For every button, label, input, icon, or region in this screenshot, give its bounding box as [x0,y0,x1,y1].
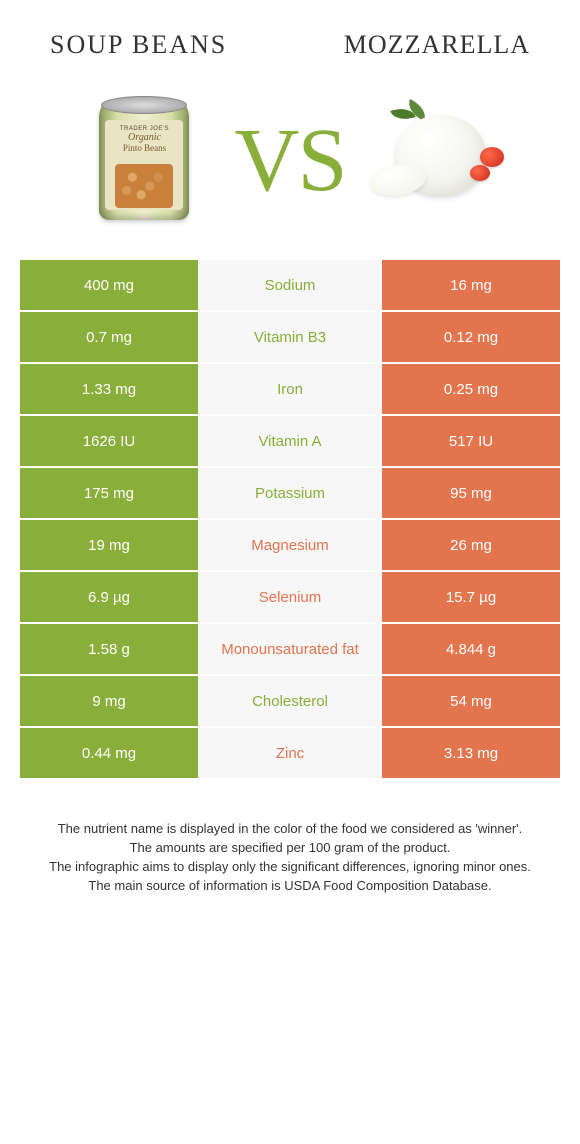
left-value-cell: 0.44 mg [20,728,198,778]
nutrient-name-cell: Potassium [198,468,382,518]
right-value-cell: 0.12 mg [382,312,560,362]
left-value-cell: 6.9 µg [20,572,198,622]
nutrient-name-cell: Cholesterol [198,676,382,726]
table-row: 0.7 mgVitamin B30.12 mg [20,312,560,364]
nutrient-name-cell: Magnesium [198,520,382,570]
table-row: 6.9 µgSelenium15.7 µg [20,572,560,624]
footnote-line: The amounts are specified per 100 gram o… [40,839,540,858]
can-line3: Pinto Beans [105,143,183,153]
nutrient-name-cell: Sodium [198,260,382,310]
left-value-cell: 175 mg [20,468,198,518]
nutrient-name-cell: Zinc [198,728,382,778]
right-food-image [366,90,506,230]
table-row: 400 mgSodium16 mg [20,260,560,312]
left-value-cell: 1.58 g [20,624,198,674]
table-row: 0.44 mgZinc3.13 mg [20,728,560,780]
nutrient-name-cell: Iron [198,364,382,414]
images-row: TRADER JOE'S Organic Pinto Beans VS [0,80,580,260]
vs-label: VS [234,109,345,212]
can-line2: Organic [105,132,183,143]
nutrient-name-cell: Selenium [198,572,382,622]
footnote: The nutrient name is displayed in the co… [40,820,540,895]
nutrient-name-cell: Vitamin B3 [198,312,382,362]
footnote-line: The main source of information is USDA F… [40,877,540,896]
table-row: 9 mgCholesterol54 mg [20,676,560,728]
table-row: 19 mgMagnesium26 mg [20,520,560,572]
right-value-cell: 95 mg [382,468,560,518]
footnote-line: The nutrient name is displayed in the co… [40,820,540,839]
footnote-line: The infographic aims to display only the… [40,858,540,877]
beans-can-icon: TRADER JOE'S Organic Pinto Beans [99,100,189,220]
left-value-cell: 9 mg [20,676,198,726]
nutrient-name-cell: Vitamin A [198,416,382,466]
left-value-cell: 1.33 mg [20,364,198,414]
table-row: 1.33 mgIron0.25 mg [20,364,560,416]
right-value-cell: 4.844 g [382,624,560,674]
table-row: 175 mgPotassium95 mg [20,468,560,520]
left-value-cell: 1626 IU [20,416,198,466]
left-food-title: Soup Beans [50,30,227,60]
left-food-image: TRADER JOE'S Organic Pinto Beans [74,90,214,230]
right-value-cell: 0.25 mg [382,364,560,414]
nutrient-comparison-table: 400 mgSodium16 mg0.7 mgVitamin B30.12 mg… [20,260,560,780]
left-value-cell: 19 mg [20,520,198,570]
right-value-cell: 26 mg [382,520,560,570]
right-value-cell: 15.7 µg [382,572,560,622]
right-food-title: Mozzarella [344,30,530,60]
right-value-cell: 16 mg [382,260,560,310]
left-value-cell: 0.7 mg [20,312,198,362]
header: Soup Beans Mozzarella [0,0,580,80]
table-row: 1.58 gMonounsaturated fat4.844 g [20,624,560,676]
right-value-cell: 517 IU [382,416,560,466]
nutrient-name-cell: Monounsaturated fat [198,624,382,674]
mozzarella-icon [366,105,506,215]
left-value-cell: 400 mg [20,260,198,310]
right-value-cell: 3.13 mg [382,728,560,778]
right-value-cell: 54 mg [382,676,560,726]
table-row: 1626 IUVitamin A517 IU [20,416,560,468]
